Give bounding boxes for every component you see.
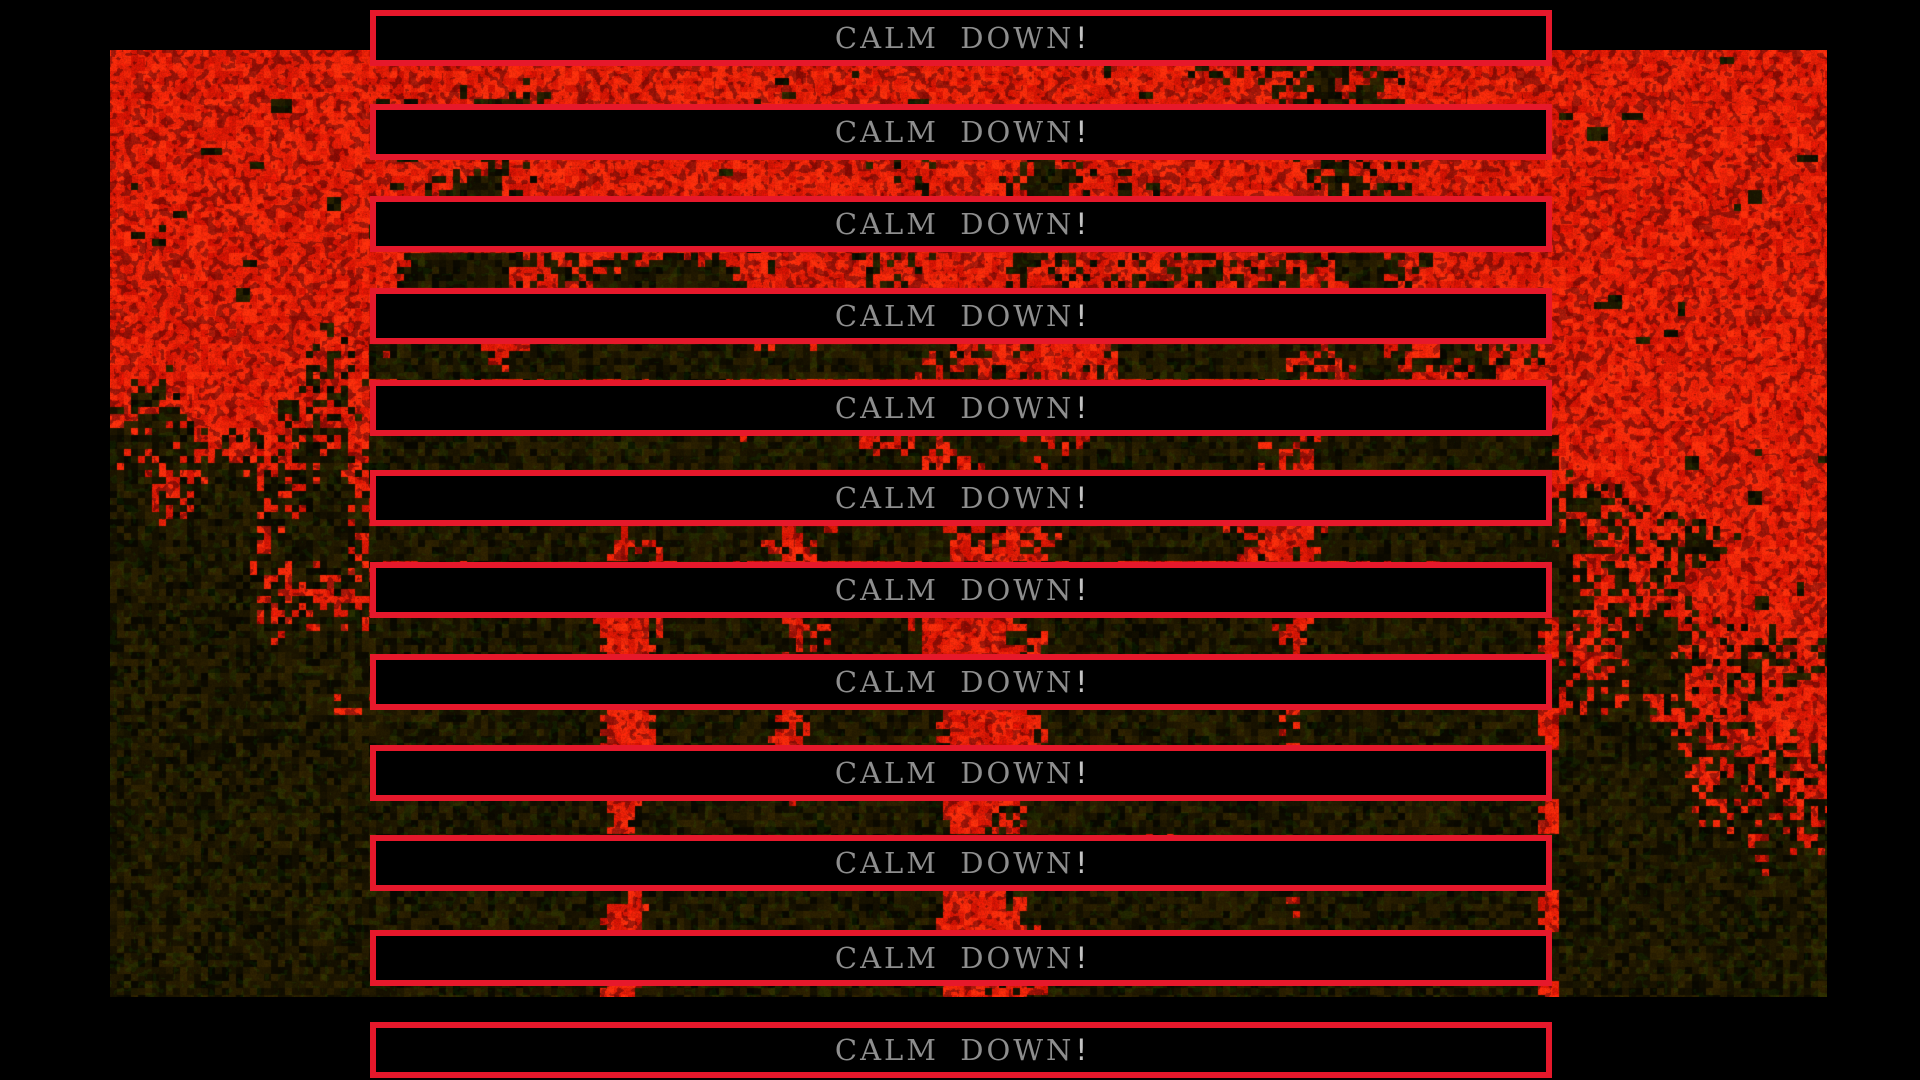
calm-down-banner[interactable]: CALM DOWN! [370,835,1552,891]
banner-text: CALM DOWN [834,480,1075,515]
banner-exclamation: ! [1075,390,1088,425]
banner-text: CALM DOWN [834,20,1075,55]
calm-down-banner[interactable]: CALM DOWN! [370,562,1552,618]
banner-text: CALM DOWN [834,114,1075,149]
banner-exclamation: ! [1075,20,1088,55]
banner-exclamation: ! [1075,940,1088,975]
banner-text: CALM DOWN [834,1032,1075,1067]
banner-exclamation: ! [1075,572,1088,607]
calm-down-banner[interactable]: CALM DOWN! [370,745,1552,801]
calm-down-banner[interactable]: CALM DOWN! [370,380,1552,436]
banner-exclamation: ! [1075,206,1088,241]
calm-down-banner[interactable]: CALM DOWN! [370,104,1552,160]
banner-text: CALM DOWN [834,206,1075,241]
banner-exclamation: ! [1075,480,1088,515]
banner-text: CALM DOWN [834,755,1075,790]
banner-exclamation: ! [1075,755,1088,790]
banner-exclamation: ! [1075,1032,1088,1067]
calm-down-banner[interactable]: CALM DOWN! [370,930,1552,986]
banner-text: CALM DOWN [834,845,1075,880]
calm-down-banner[interactable]: CALM DOWN! [370,196,1552,252]
calm-down-banner[interactable]: CALM DOWN! [370,470,1552,526]
banner-text: CALM DOWN [834,572,1075,607]
calm-down-banner[interactable]: CALM DOWN! [370,10,1552,66]
banner-exclamation: ! [1075,664,1088,699]
calm-down-banner[interactable]: CALM DOWN! [370,1022,1552,1078]
banner-exclamation: ! [1075,114,1088,149]
banner-text: CALM DOWN [834,298,1075,333]
banner-text: CALM DOWN [834,664,1075,699]
banner-exclamation: ! [1075,298,1088,333]
calm-down-banner[interactable]: CALM DOWN! [370,288,1552,344]
banner-text: CALM DOWN [834,940,1075,975]
calm-down-banner[interactable]: CALM DOWN! [370,654,1552,710]
banner-exclamation: ! [1075,845,1088,880]
banner-text: CALM DOWN [834,390,1075,425]
